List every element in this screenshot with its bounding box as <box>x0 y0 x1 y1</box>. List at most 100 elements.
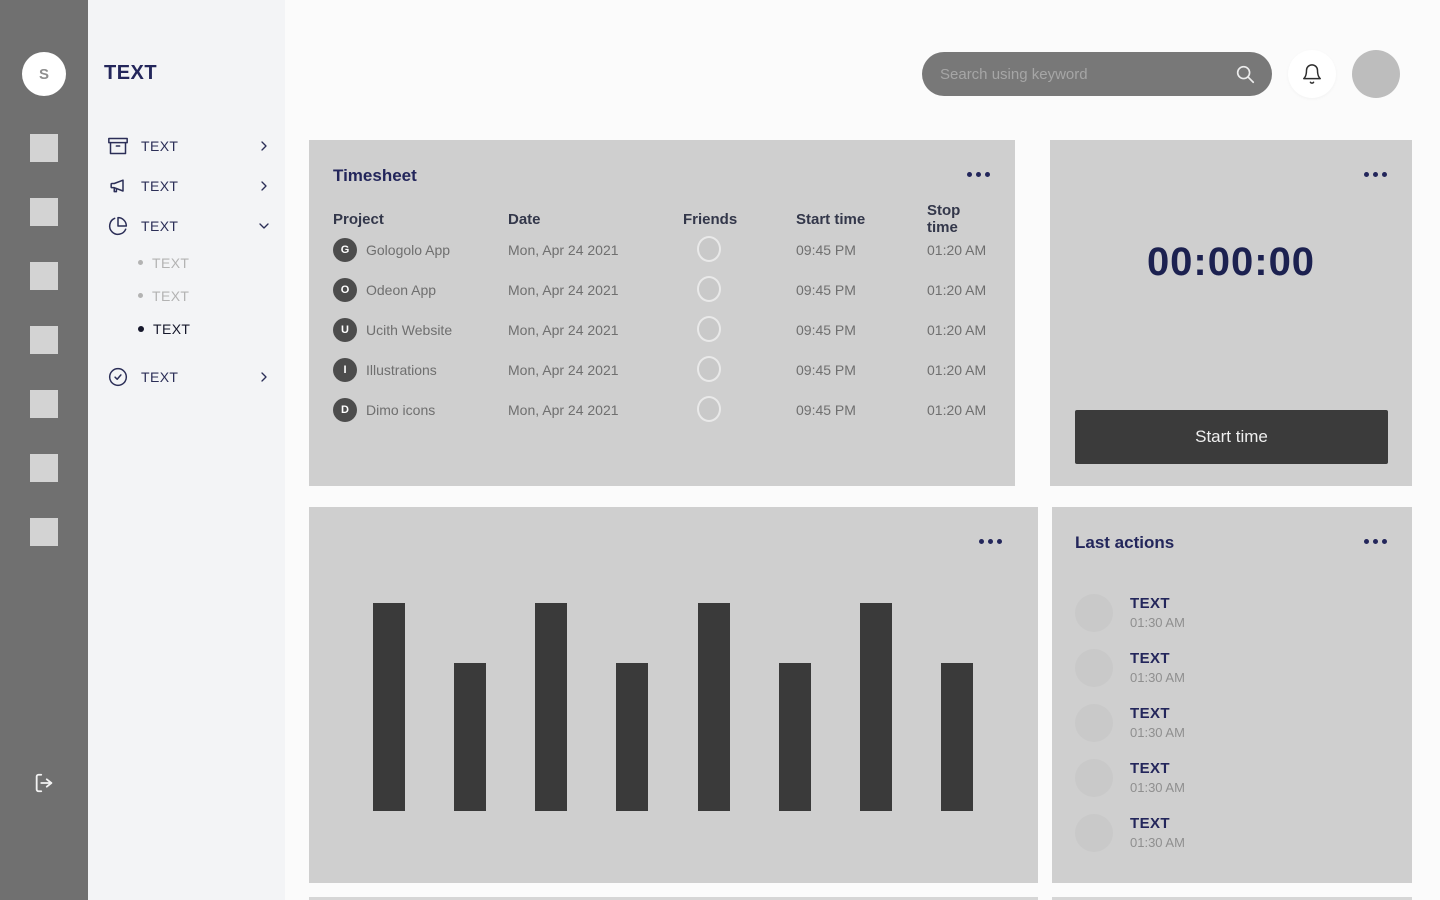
bar <box>373 603 405 811</box>
table-row[interactable]: G Gologolo App Mon, Apr 24 2021 09:45 PM… <box>333 230 991 270</box>
chevron-right-icon <box>256 138 272 154</box>
action-time: 01:30 AM <box>1130 725 1185 740</box>
action-label: TEXT <box>1130 705 1170 722</box>
next-row-card-edge <box>1052 897 1412 900</box>
submenu-item-3-active[interactable]: TEXT <box>104 312 272 345</box>
check-circle-icon <box>108 367 128 387</box>
list-item[interactable]: TEXT 01:30 AM <box>1075 750 1388 805</box>
sidebar-item-3[interactable]: TEXT <box>104 206 272 246</box>
last-actions-menu-icon[interactable] <box>1364 539 1387 544</box>
table-row[interactable]: I Illustrations Mon, Apr 24 2021 09:45 P… <box>333 350 991 390</box>
row-stop-time: 01:20 AM <box>927 282 987 298</box>
column-header: Project <box>333 210 384 228</box>
sidebar-item-label: TEXT <box>141 218 179 234</box>
project-avatar: U <box>333 318 357 342</box>
timer-card: 00:00:00 Start time <box>1050 140 1412 486</box>
rail-item-placeholder[interactable] <box>30 390 58 418</box>
action-avatar <box>1075 648 1113 687</box>
submenu-item-1[interactable]: TEXT <box>104 246 272 279</box>
bar <box>535 603 568 811</box>
action-label: TEXT <box>1130 650 1170 667</box>
bar <box>616 663 649 811</box>
project-name: Illustrations <box>366 362 437 378</box>
row-date: Mon, Apr 24 2021 <box>508 362 619 378</box>
search-icon[interactable] <box>1234 63 1256 85</box>
search-bar[interactable] <box>922 52 1272 96</box>
row-date: Mon, Apr 24 2021 <box>508 402 619 418</box>
chart-card <box>309 507 1038 883</box>
row-start-time: 09:45 PM <box>796 362 856 378</box>
rail-item-placeholder[interactable] <box>30 454 58 482</box>
list-item[interactable]: TEXT 01:30 AM <box>1075 640 1388 695</box>
submenu-item-label: TEXT <box>153 320 191 337</box>
action-time: 01:30 AM <box>1130 615 1185 630</box>
bar <box>697 603 730 811</box>
project-name: Gologolo App <box>366 242 451 258</box>
table-row[interactable]: D Dimo icons Mon, Apr 24 2021 09:45 PM 0… <box>333 390 991 430</box>
rail-item-placeholder[interactable] <box>30 262 58 290</box>
rail-item-placeholder[interactable] <box>30 326 58 354</box>
table-row[interactable]: U Ucith Website Mon, Apr 24 2021 09:45 P… <box>333 310 991 350</box>
bar <box>778 663 811 811</box>
rail-item-placeholder[interactable] <box>30 198 58 226</box>
chevron-right-icon <box>256 178 272 194</box>
logout-icon[interactable] <box>33 772 55 794</box>
rail-nav-placeholders <box>30 134 58 546</box>
sidebar-item-label: TEXT <box>141 369 179 385</box>
column-header: Start time <box>796 210 866 228</box>
bar <box>940 663 973 811</box>
start-time-button[interactable]: Start time <box>1075 410 1388 464</box>
list-item[interactable]: TEXT 01:30 AM <box>1075 585 1388 640</box>
action-time: 01:30 AM <box>1130 780 1185 795</box>
rail-item-placeholder[interactable] <box>30 134 58 162</box>
chevron-down-icon <box>256 218 272 234</box>
row-date: Mon, Apr 24 2021 <box>508 322 619 338</box>
friend-avatar[interactable] <box>697 315 721 342</box>
timer-menu-icon[interactable] <box>1364 172 1387 177</box>
sidebar-nav: TEXT TEXT <box>104 126 272 397</box>
bullet-icon <box>138 260 143 265</box>
action-avatar <box>1075 703 1113 742</box>
row-stop-time: 01:20 AM <box>927 362 987 378</box>
action-label: TEXT <box>1130 760 1170 777</box>
action-avatar <box>1075 593 1113 632</box>
sidebar-item-label: TEXT <box>141 138 179 154</box>
timesheet-title: Timesheet <box>333 166 417 185</box>
archive-icon <box>108 136 128 156</box>
notifications-button[interactable] <box>1288 50 1336 98</box>
chart-menu-icon[interactable] <box>979 539 1002 544</box>
workspace-avatar[interactable]: S <box>22 52 66 96</box>
sidebar-item-1[interactable]: TEXT <box>104 126 272 166</box>
friend-avatar[interactable] <box>697 395 721 422</box>
column-header: Stop time <box>927 202 961 236</box>
row-start-time: 09:45 PM <box>796 242 856 258</box>
submenu-item-2[interactable]: TEXT <box>104 279 272 312</box>
timesheet-menu-icon[interactable] <box>967 172 990 177</box>
rail-item-placeholder[interactable] <box>30 518 58 546</box>
bar <box>454 663 487 811</box>
timer-display: 00:00:00 <box>1146 240 1316 284</box>
submenu-item-label: TEXT <box>152 254 190 271</box>
list-item[interactable]: TEXT 01:30 AM <box>1075 805 1388 860</box>
project-avatar: O <box>333 278 357 302</box>
sidebar-item-4[interactable]: TEXT <box>104 357 272 397</box>
friend-avatar[interactable] <box>697 235 721 262</box>
row-date: Mon, Apr 24 2021 <box>508 282 619 298</box>
row-stop-time: 01:20 AM <box>927 242 987 258</box>
row-stop-time: 01:20 AM <box>927 322 987 338</box>
timesheet-rows: G Gologolo App Mon, Apr 24 2021 09:45 PM… <box>333 230 991 430</box>
friend-avatar[interactable] <box>697 275 721 302</box>
timesheet-card: Timesheet Project Date Friends Start tim… <box>309 140 1015 486</box>
app-logo: TEXT <box>104 62 158 84</box>
friend-avatar[interactable] <box>697 355 721 382</box>
column-header: Friends <box>683 210 738 228</box>
user-avatar[interactable] <box>1352 50 1400 98</box>
submenu-item-label: TEXT <box>152 287 190 304</box>
project-avatar: G <box>333 238 357 262</box>
search-input[interactable] <box>940 65 1234 83</box>
list-item[interactable]: TEXT 01:30 AM <box>1075 695 1388 750</box>
table-row[interactable]: O Odeon App Mon, Apr 24 2021 09:45 PM 01… <box>333 270 991 310</box>
sidebar-item-2[interactable]: TEXT <box>104 166 272 206</box>
sidebar-submenu: TEXT TEXT TEXT <box>104 246 272 345</box>
row-start-time: 09:45 PM <box>796 402 856 418</box>
